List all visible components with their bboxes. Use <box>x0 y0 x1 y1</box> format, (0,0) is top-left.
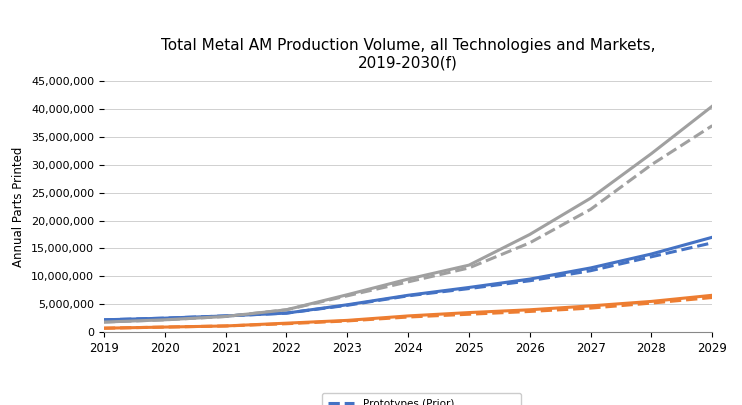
Line: End Use Parts Parts (Current): End Use Parts Parts (Current) <box>104 106 712 322</box>
Tools & Tooling (Current) <box>282 321 291 326</box>
Tools & Tooling (Current) <box>525 307 534 312</box>
Tools & Tooling (Prior) <box>708 295 717 300</box>
End Use Parts Parts (Current) <box>160 318 169 322</box>
Line: Prototypes (Prior): Prototypes (Prior) <box>104 243 712 320</box>
End Use Parts Parts (Current) <box>525 232 534 237</box>
Tools & Tooling (Current) <box>221 324 230 328</box>
End Use Parts Parts (Current) <box>586 196 595 200</box>
Tools & Tooling (Prior) <box>464 312 473 317</box>
End Use Parts Parts (Prior) <box>464 266 473 271</box>
Prototypes (Current) <box>525 277 534 281</box>
Prototypes (Prior) <box>99 318 108 322</box>
End Use Parts Parts (Current) <box>343 292 352 297</box>
Prototypes (Prior) <box>647 254 656 259</box>
Prototypes (Prior) <box>343 303 352 308</box>
Tools & Tooling (Current) <box>343 318 352 323</box>
End Use Parts Parts (Prior) <box>99 320 108 324</box>
Tools & Tooling (Prior) <box>525 309 534 314</box>
Legend: Prototypes (Prior), Tools & Tooling (Prior), End Use Parts Parts (Prior), Protot: Prototypes (Prior), Tools & Tooling (Pri… <box>322 392 521 405</box>
Tools & Tooling (Current) <box>647 299 656 304</box>
Prototypes (Prior) <box>221 313 230 318</box>
Line: Tools & Tooling (Current): Tools & Tooling (Current) <box>104 295 712 328</box>
Prototypes (Current) <box>160 316 169 321</box>
Prototypes (Prior) <box>160 316 169 321</box>
Tools & Tooling (Current) <box>586 303 595 308</box>
Line: Prototypes (Current): Prototypes (Current) <box>104 237 712 320</box>
Tools & Tooling (Current) <box>404 313 413 318</box>
Prototypes (Current) <box>221 313 230 318</box>
End Use Parts Parts (Prior) <box>343 293 352 298</box>
Prototypes (Prior) <box>282 311 291 315</box>
End Use Parts Parts (Prior) <box>708 123 717 128</box>
End Use Parts Parts (Current) <box>221 314 230 319</box>
Line: End Use Parts Parts (Prior): End Use Parts Parts (Prior) <box>104 126 712 322</box>
Tools & Tooling (Current) <box>708 293 717 298</box>
Tools & Tooling (Current) <box>464 310 473 315</box>
End Use Parts Parts (Current) <box>99 320 108 324</box>
Prototypes (Prior) <box>404 293 413 298</box>
Tools & Tooling (Prior) <box>404 315 413 320</box>
Y-axis label: Annual Parts Printed: Annual Parts Printed <box>13 146 25 267</box>
End Use Parts Parts (Current) <box>647 151 656 156</box>
End Use Parts Parts (Current) <box>708 104 717 109</box>
Prototypes (Prior) <box>586 268 595 273</box>
Prototypes (Current) <box>586 266 595 271</box>
Tools & Tooling (Prior) <box>99 326 108 330</box>
Tools & Tooling (Prior) <box>343 318 352 323</box>
Tools & Tooling (Current) <box>99 326 108 330</box>
End Use Parts Parts (Prior) <box>525 241 534 245</box>
Tools & Tooling (Prior) <box>221 324 230 328</box>
Prototypes (Prior) <box>525 278 534 283</box>
End Use Parts Parts (Current) <box>464 263 473 268</box>
Prototypes (Prior) <box>464 286 473 291</box>
Prototypes (Prior) <box>708 241 717 245</box>
Title: Total Metal AM Production Volume, all Technologies and Markets,
2019-2030(f): Total Metal AM Production Volume, all Te… <box>161 38 655 70</box>
End Use Parts Parts (Prior) <box>586 207 595 212</box>
Prototypes (Current) <box>708 235 717 240</box>
Tools & Tooling (Current) <box>160 325 169 330</box>
Prototypes (Current) <box>343 302 352 307</box>
End Use Parts Parts (Prior) <box>160 318 169 322</box>
End Use Parts Parts (Prior) <box>282 307 291 312</box>
End Use Parts Parts (Prior) <box>647 162 656 167</box>
Prototypes (Current) <box>404 293 413 298</box>
End Use Parts Parts (Prior) <box>404 279 413 284</box>
Prototypes (Current) <box>464 285 473 290</box>
End Use Parts Parts (Current) <box>404 277 413 281</box>
Prototypes (Current) <box>99 318 108 322</box>
Prototypes (Current) <box>282 311 291 315</box>
Tools & Tooling (Prior) <box>647 301 656 305</box>
Tools & Tooling (Prior) <box>282 321 291 326</box>
End Use Parts Parts (Current) <box>282 307 291 312</box>
End Use Parts Parts (Prior) <box>221 314 230 319</box>
Tools & Tooling (Prior) <box>160 325 169 330</box>
Prototypes (Current) <box>647 252 656 256</box>
Tools & Tooling (Prior) <box>586 306 595 311</box>
Line: Tools & Tooling (Prior): Tools & Tooling (Prior) <box>104 298 712 328</box>
